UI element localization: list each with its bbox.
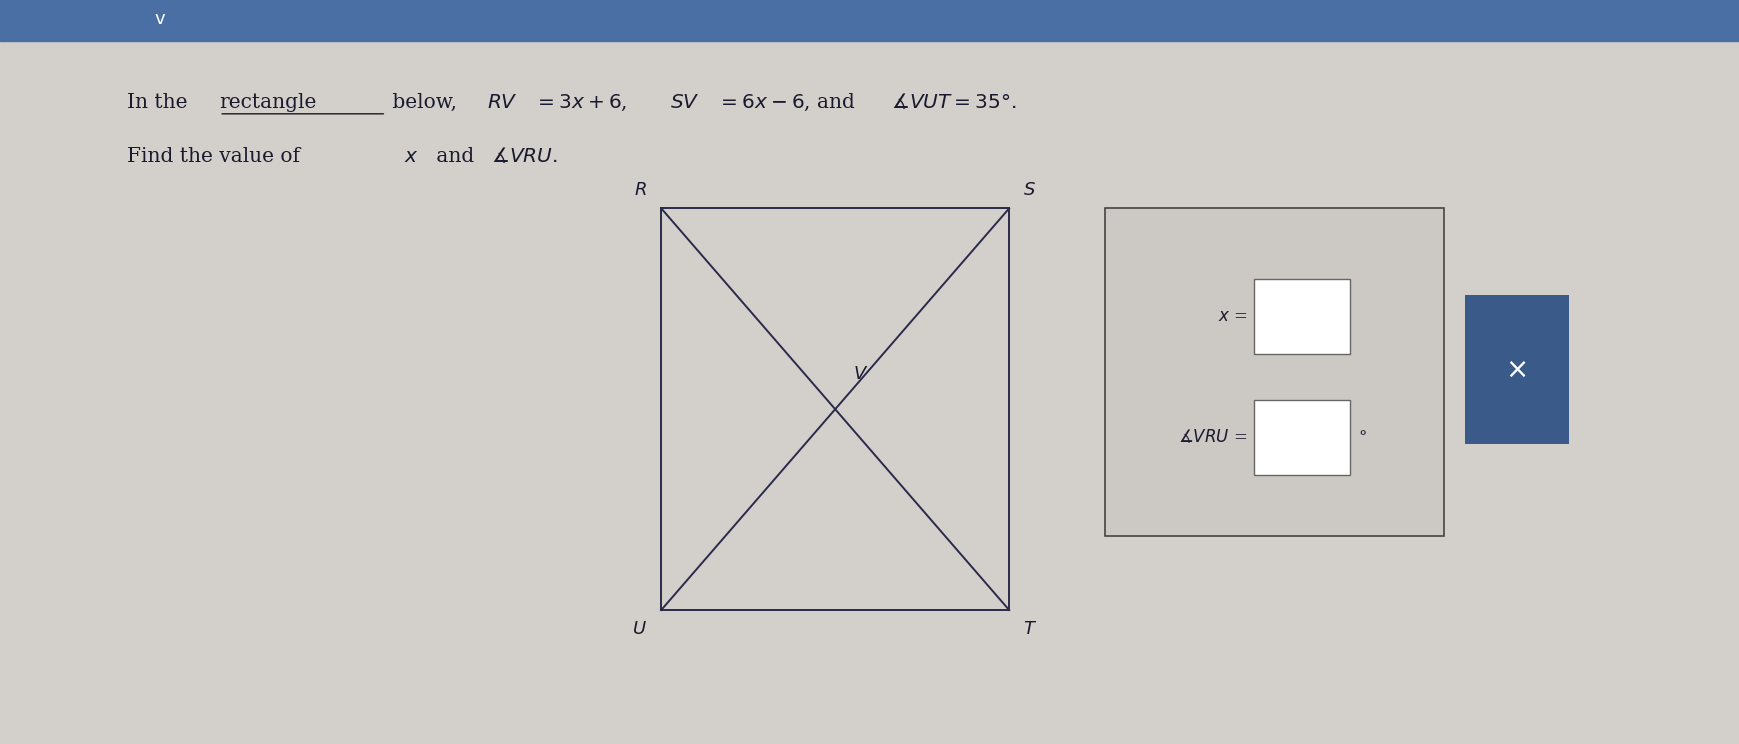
Text: $= 6x-6$, and: $= 6x-6$, and [716,92,856,113]
Bar [1104,208,1443,536]
Bar [1254,279,1349,353]
Text: Find the value of: Find the value of [127,147,306,166]
Text: $x$: $x$ [403,147,417,166]
Text: below,: below, [386,93,463,112]
Text: $RV$: $RV$ [487,93,518,112]
Text: $R$: $R$ [635,181,647,199]
Text: $= 3x+6$,: $= 3x+6$, [534,92,628,113]
Text: $T$: $T$ [1023,620,1036,638]
Bar [1464,295,1569,444]
Text: v: v [155,10,165,28]
Bar [0,0,1739,41]
Bar [1254,400,1349,475]
Text: In the: In the [127,93,193,112]
Text: $S$: $S$ [1023,181,1035,199]
Text: $\measuredangle VRU$ =: $\measuredangle VRU$ = [1177,429,1247,446]
Text: $V$: $V$ [852,365,868,383]
Text: $U$: $U$ [631,620,647,638]
Text: and: and [430,147,480,166]
Text: $\measuredangle VRU.$: $\measuredangle VRU.$ [490,147,556,166]
Text: ×: × [1504,356,1529,384]
Text: $x$ =: $x$ = [1217,308,1247,325]
Text: $\measuredangle VUT = 35°.$: $\measuredangle VUT = 35°.$ [890,93,1016,112]
Text: °: ° [1358,429,1367,446]
Text: $SV$: $SV$ [670,93,699,112]
Text: rectangle: rectangle [219,93,316,112]
